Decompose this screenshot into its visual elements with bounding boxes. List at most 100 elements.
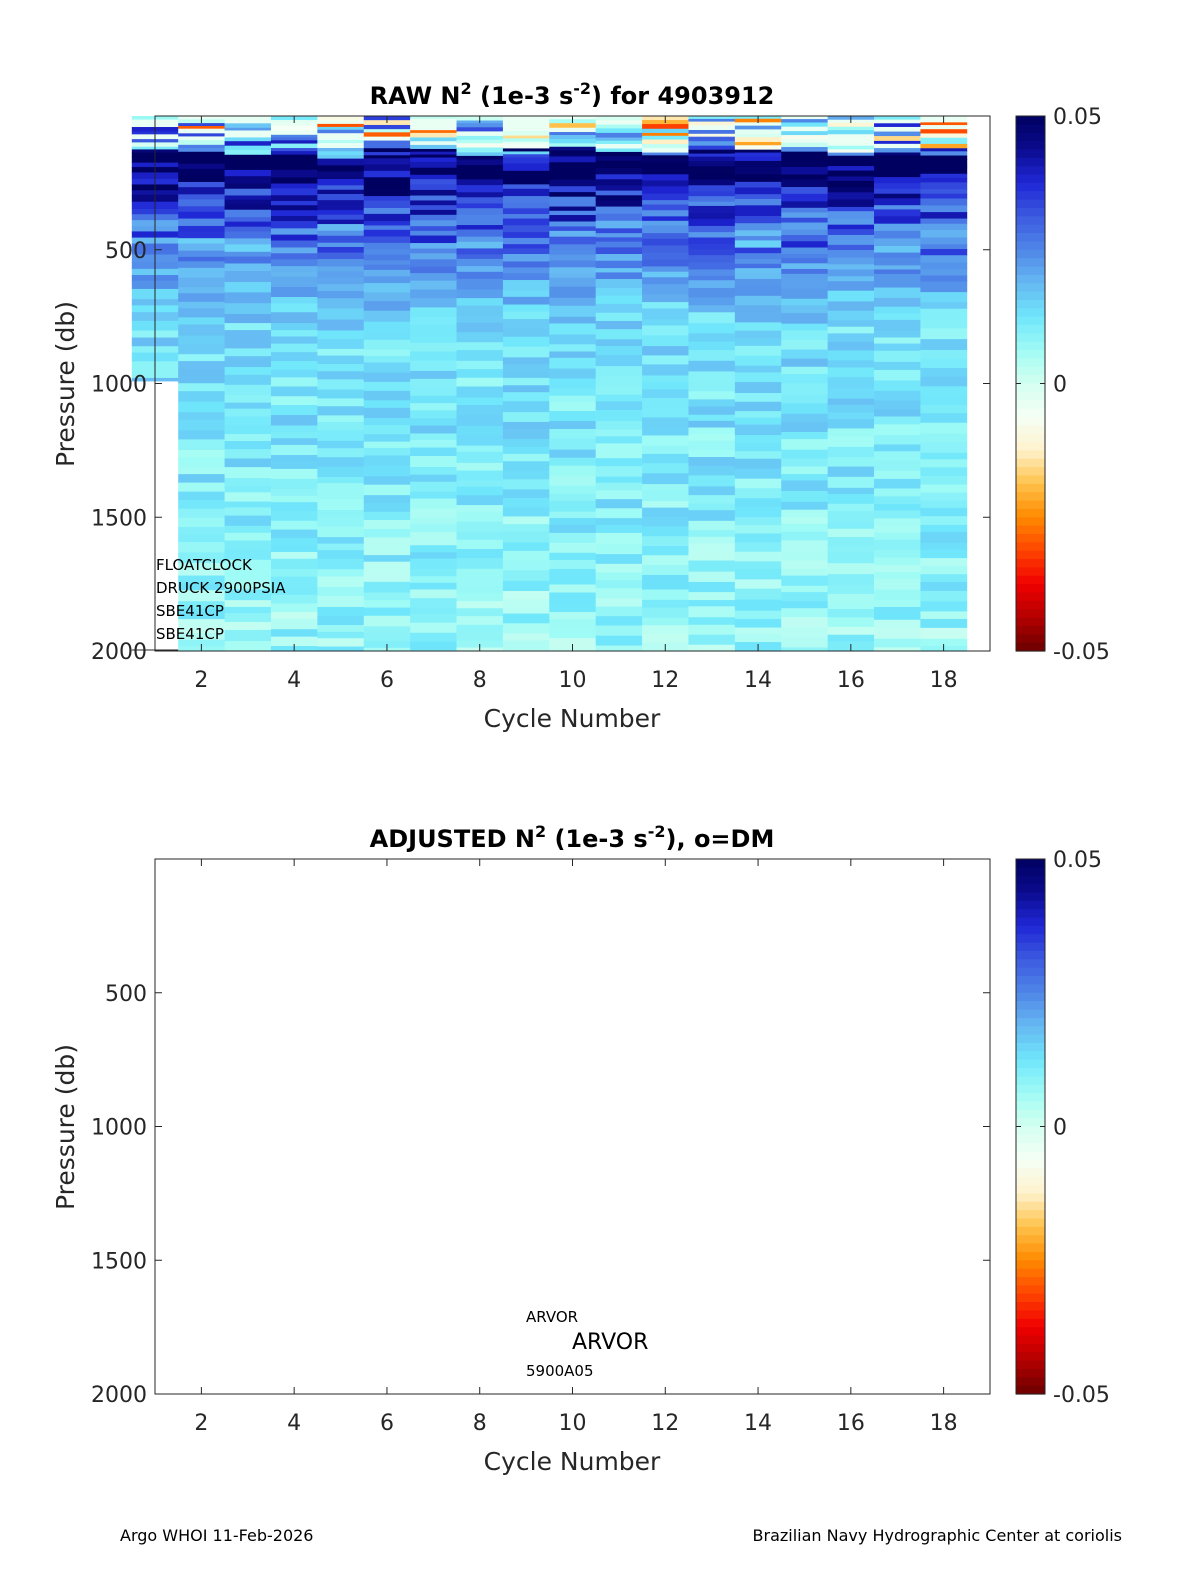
heatmap-cell	[270, 195, 318, 202]
heatmap-cell	[363, 555, 411, 563]
heatmap-cell	[410, 467, 457, 476]
heatmap-cell	[781, 139, 829, 144]
heatmap-cell	[688, 617, 736, 626]
heatmap-cell	[456, 316, 504, 324]
heatmap-cell	[874, 245, 921, 254]
heatmap-cell	[502, 130, 550, 137]
heatmap-cell	[781, 501, 829, 511]
heatmap-cell	[688, 543, 736, 553]
heatmap-cell	[595, 143, 643, 150]
colorbar-swatch	[1016, 1385, 1045, 1395]
colorbar-swatch	[1016, 233, 1045, 242]
heatmap-cell	[827, 388, 875, 400]
heatmap-cell	[270, 431, 318, 439]
heatmap-cell	[270, 253, 318, 260]
heatmap-cell	[688, 116, 736, 120]
heatmap-cell	[410, 253, 457, 260]
heatmap-cell	[549, 428, 597, 440]
colorbar-tick-label: 0.05	[1053, 105, 1102, 130]
heatmap-cell	[317, 576, 365, 588]
heatmap-cell	[410, 243, 457, 250]
heatmap-cell	[734, 561, 782, 570]
heatmap-cell	[642, 132, 689, 137]
heatmap-cell	[363, 164, 411, 172]
heatmap-cell	[502, 157, 550, 165]
heatmap-cell	[734, 268, 782, 274]
heatmap-cell	[224, 540, 272, 550]
heatmap-cell	[410, 167, 457, 176]
x-tick-label: 18	[930, 668, 958, 693]
colorbar-swatch	[1016, 1017, 1045, 1027]
heatmap-cell	[781, 394, 829, 404]
heatmap-cell	[920, 143, 968, 149]
heatmap-cell	[178, 277, 225, 288]
heatmap-cell	[642, 284, 689, 295]
colorbar-swatch	[1016, 1210, 1045, 1220]
heatmap-cell	[178, 401, 225, 413]
heatmap-cell	[224, 356, 272, 368]
heatmap-cell	[410, 209, 457, 216]
heatmap-cell	[456, 360, 504, 370]
heatmap-cell	[363, 242, 411, 250]
heatmap-cell	[317, 625, 365, 633]
colorbar-swatch	[1016, 433, 1045, 443]
heatmap-cell	[317, 291, 365, 299]
heatmap-cell	[178, 361, 225, 370]
heatmap-cell	[178, 517, 225, 528]
colorbar-swatch	[1016, 400, 1045, 410]
heatmap-cell	[456, 169, 504, 176]
heatmap-cell	[317, 516, 365, 528]
heatmap-cell	[734, 569, 782, 580]
heatmap-cell	[595, 132, 643, 139]
heatmap-cell	[781, 366, 829, 375]
heatmap-cell	[502, 542, 550, 552]
heatmap-cell	[781, 258, 829, 264]
heatmap-cell	[781, 273, 829, 281]
heatmap-cell	[920, 218, 968, 225]
heatmap-cell	[781, 617, 829, 629]
footer-left: Argo WHOI 11-Feb-2026	[120, 1526, 314, 1545]
heatmap-cell	[224, 141, 272, 147]
colorbar-swatch	[1016, 166, 1045, 176]
heatmap-cell	[549, 123, 597, 129]
heatmap-cell	[874, 600, 921, 608]
heatmap-cell	[781, 126, 829, 132]
heatmap-cell	[317, 389, 365, 400]
colorbar-swatch	[1016, 1251, 1045, 1261]
heatmap-cell	[595, 572, 643, 581]
heatmap-cell	[874, 496, 921, 505]
heatmap-cell	[224, 149, 272, 156]
heatmap-cell	[874, 123, 921, 128]
heatmap-cell	[688, 323, 736, 334]
heatmap-cell	[642, 319, 689, 327]
colorbar-swatch	[1016, 976, 1045, 985]
heatmap-cell	[317, 298, 365, 310]
heatmap-cell	[502, 138, 550, 143]
x-tick-label: 4	[287, 1411, 301, 1436]
heatmap-cell	[642, 124, 689, 130]
heatmap-cell	[502, 623, 550, 635]
heatmap-cell	[595, 247, 643, 255]
heatmap-cell	[410, 189, 457, 197]
heatmap-cell	[781, 241, 829, 249]
heatmap-cell	[595, 206, 643, 215]
heatmap-cell	[734, 134, 782, 138]
heatmap-cell	[178, 218, 225, 227]
heatmap-cell	[549, 344, 597, 353]
heatmap-cell	[642, 526, 689, 537]
heatmap-cell	[642, 445, 689, 455]
heatmap-cell	[502, 401, 550, 413]
heatmap-cell	[827, 218, 875, 226]
heatmap-cell	[920, 173, 968, 179]
heatmap-cell	[549, 351, 597, 359]
heatmap-cell	[920, 125, 968, 130]
heatmap-cell	[178, 619, 225, 628]
heatmap-cell	[224, 204, 272, 211]
heatmap-cell	[642, 139, 689, 145]
heatmap-cell	[595, 287, 643, 297]
raw-x-axis: 2 4 6 8 10 12 14 16 18	[194, 116, 958, 693]
heatmap-cell	[270, 221, 318, 229]
heatmap-cell	[224, 492, 272, 503]
colorbar-swatch	[1016, 917, 1045, 927]
heatmap-cell	[410, 508, 457, 519]
